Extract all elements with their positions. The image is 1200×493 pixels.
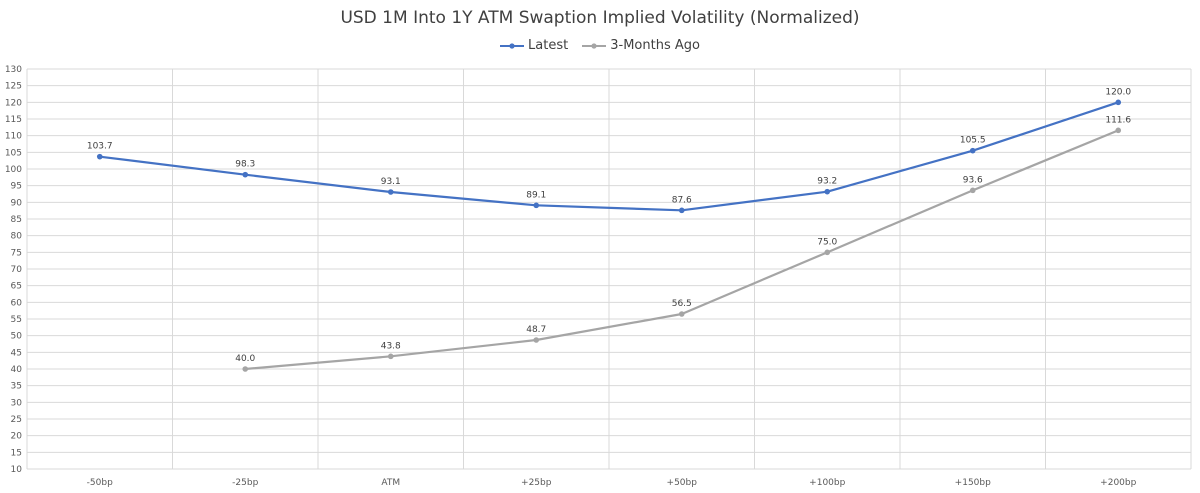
data-point-3-months-ago — [387, 353, 394, 360]
data-label-3-months-ago: 75.0 — [817, 237, 837, 247]
x-tick-label: +150bp — [955, 478, 991, 488]
y-tick-label: 95 — [11, 182, 22, 192]
y-tick-label: 85 — [11, 215, 22, 225]
legend: Latest 3-Months Ago — [0, 38, 1200, 53]
legend-item-3-months-ago: 3-Months Ago — [582, 38, 700, 53]
data-point-latest — [533, 202, 540, 209]
data-point-latest — [678, 207, 685, 214]
data-point-3-months-ago — [1115, 127, 1122, 134]
data-label-latest: 93.1 — [381, 177, 401, 187]
data-point-latest — [387, 189, 394, 195]
data-label-3-months-ago: 111.6 — [1105, 115, 1131, 125]
y-tick-label: 105 — [5, 148, 22, 158]
y-tick-label: 30 — [11, 398, 23, 408]
x-tick-label: +200bp — [1100, 478, 1136, 488]
x-tick-label: +100bp — [809, 478, 845, 488]
x-tick-label: ATM — [381, 478, 400, 488]
data-point-3-months-ago — [533, 337, 540, 343]
data-point-latest — [96, 153, 103, 160]
legend-marker-latest — [500, 42, 525, 49]
data-point-latest — [969, 147, 976, 154]
legend-marker-3-months-ago — [582, 42, 607, 49]
y-tick-label: 100 — [5, 165, 22, 175]
data-label-latest: 105.5 — [960, 136, 986, 146]
legend-label-latest: Latest — [528, 38, 569, 53]
x-tick-label: +50bp — [667, 478, 698, 488]
data-label-latest: 87.6 — [672, 195, 692, 205]
data-label-latest: 89.1 — [526, 190, 546, 200]
y-tick-label: 15 — [11, 448, 22, 458]
y-tick-label: 35 — [11, 382, 22, 392]
data-label-latest: 93.2 — [817, 177, 837, 187]
y-tick-label: 50 — [11, 332, 23, 342]
data-label-latest: 98.3 — [235, 160, 255, 170]
x-tick-label: +25bp — [521, 478, 552, 488]
series-line-latest — [99, 101, 1119, 212]
data-label-3-months-ago: 40.0 — [235, 354, 255, 364]
legend-label-3-months-ago: 3-Months Ago — [610, 38, 700, 53]
y-tick-label: 120 — [5, 98, 22, 108]
y-tick-label: 125 — [5, 82, 22, 92]
data-point-3-months-ago — [242, 366, 249, 372]
data-point-3-months-ago — [678, 311, 685, 317]
data-point-3-months-ago — [969, 187, 976, 194]
x-tick-label: -50bp — [87, 478, 113, 488]
y-tick-label: 20 — [11, 432, 23, 442]
legend-item-latest: Latest — [500, 38, 568, 53]
y-tick-label: 45 — [11, 348, 22, 358]
y-tick-label: 80 — [11, 232, 23, 242]
y-tick-label: 130 — [5, 65, 22, 75]
y-tick-label: 60 — [11, 298, 23, 308]
y-tick-label: 90 — [11, 198, 23, 208]
y-tick-label: 115 — [5, 115, 22, 125]
data-point-3-months-ago — [824, 249, 831, 256]
data-label-latest: 120.0 — [1105, 87, 1131, 97]
data-point-latest — [824, 188, 831, 195]
y-tick-label: 65 — [11, 282, 22, 292]
y-tick-label: 40 — [11, 365, 23, 375]
y-tick-label: 55 — [11, 315, 22, 325]
x-tick-label: -25bp — [232, 478, 258, 488]
y-tick-label: 10 — [11, 465, 23, 475]
series-line-3-months-ago — [245, 129, 1119, 371]
data-label-3-months-ago: 93.6 — [963, 175, 983, 185]
y-tick-label: 70 — [11, 265, 23, 275]
chart-title: USD 1M Into 1Y ATM Swaption Implied Vola… — [340, 8, 860, 28]
y-tick-label: 110 — [5, 132, 22, 142]
y-tick-label: 25 — [11, 415, 22, 425]
data-label-latest: 103.7 — [87, 142, 113, 152]
data-point-latest — [242, 171, 249, 178]
data-label-3-months-ago: 43.8 — [381, 341, 401, 351]
data-label-3-months-ago: 56.5 — [672, 299, 692, 309]
data-point-latest — [1115, 99, 1122, 106]
y-tick-label: 75 — [11, 248, 22, 258]
data-label-3-months-ago: 48.7 — [526, 325, 546, 335]
